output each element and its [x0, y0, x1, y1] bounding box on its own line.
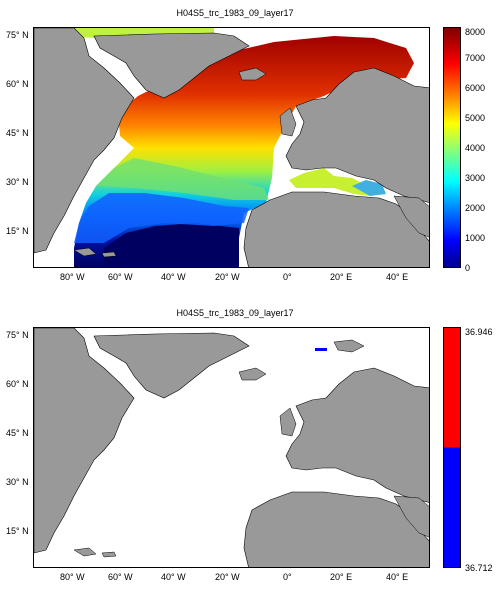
lon-tick-label: 40° W: [161, 272, 186, 282]
land-iceland: [238, 367, 267, 381]
land-caribbean: [73, 247, 117, 258]
lon-tick-label: 20° W: [215, 572, 240, 582]
land-caribbean: [73, 547, 117, 558]
eastern-med-field: [352, 180, 386, 196]
map-area: [33, 27, 430, 268]
land-uk: [279, 107, 297, 137]
land-iceland: [238, 67, 267, 81]
colorbar-tick-label: 6000: [465, 83, 486, 93]
land-arabia: [393, 195, 429, 238]
colorbar-tick-label: 36.712: [465, 563, 493, 573]
colorbar-tick-label: 7000: [465, 53, 486, 63]
lat-tick-label: 15° N: [6, 226, 29, 236]
colorbar-tick-label: 8000: [465, 27, 486, 37]
lon-tick-label: 20° E: [330, 272, 353, 282]
land-north-america: [34, 328, 135, 554]
lon-tick-label: 40° E: [386, 272, 409, 282]
land-arabia: [393, 495, 429, 538]
tracer-low-zone: [104, 223, 239, 267]
colorbar: [443, 327, 461, 568]
land-uk: [279, 407, 297, 437]
colorbar-tick-label: 1000: [465, 233, 486, 243]
colorbar-tick-label: 0: [465, 263, 471, 273]
lat-tick-label: 15° N: [6, 526, 29, 536]
land-greenland: [93, 332, 250, 399]
lon-tick-label: 80° W: [60, 572, 85, 582]
lat-tick-label: 75° N: [6, 30, 29, 40]
colorbar-tick-label: 4000: [465, 143, 486, 153]
land-svalbard: [333, 339, 365, 353]
colorbar-tick-label: 3000: [465, 173, 486, 183]
map-area: [33, 327, 430, 568]
lon-tick-label: 0°: [283, 272, 292, 282]
lon-tick-label: 20° W: [215, 272, 240, 282]
lon-tick-label: 60° W: [108, 272, 133, 282]
tracer-mid-zone: [74, 193, 249, 243]
lon-tick-label: 0°: [283, 572, 292, 582]
panel-title: H04S5_trc_1983_09_layer17: [176, 8, 294, 18]
lat-tick-label: 45° N: [6, 128, 29, 138]
mediterranean-field: [289, 168, 376, 196]
colorbar: [443, 27, 461, 268]
lon-tick-label: 40° E: [386, 572, 409, 582]
tracer-greenband: [96, 158, 269, 200]
data-patch: [315, 348, 327, 351]
colorbar-tick-label: 5000: [465, 113, 486, 123]
lat-tick-label: 60° N: [6, 379, 29, 389]
colorbar-tick-label: 2000: [465, 203, 486, 213]
panel-title: H04S5_trc_1983_09_layer17: [176, 308, 294, 318]
land-europe: [285, 67, 429, 203]
colorbar-tick-label: 36.946: [465, 327, 493, 337]
lat-tick-label: 60° N: [6, 79, 29, 89]
top-map-panel: H04S5_trc_1983_09_layer17: [6, 8, 486, 282]
bottom-map-panel: H04S5_trc_1983_09_layer17 75° N 60° N 45…: [0, 300, 500, 600]
lon-tick-label: 40° W: [161, 572, 186, 582]
lon-tick-label: 20° E: [330, 572, 353, 582]
lon-tick-label: 80° W: [60, 272, 85, 282]
lat-tick-label: 75° N: [6, 330, 29, 340]
lat-tick-label: 30° N: [6, 177, 29, 187]
land-greenland: [93, 32, 250, 99]
lon-tick-label: 60° W: [108, 572, 133, 582]
lat-tick-label: 30° N: [6, 477, 29, 487]
land-north-america: [34, 28, 135, 254]
lat-tick-label: 45° N: [6, 428, 29, 438]
land-europe: [285, 367, 429, 503]
